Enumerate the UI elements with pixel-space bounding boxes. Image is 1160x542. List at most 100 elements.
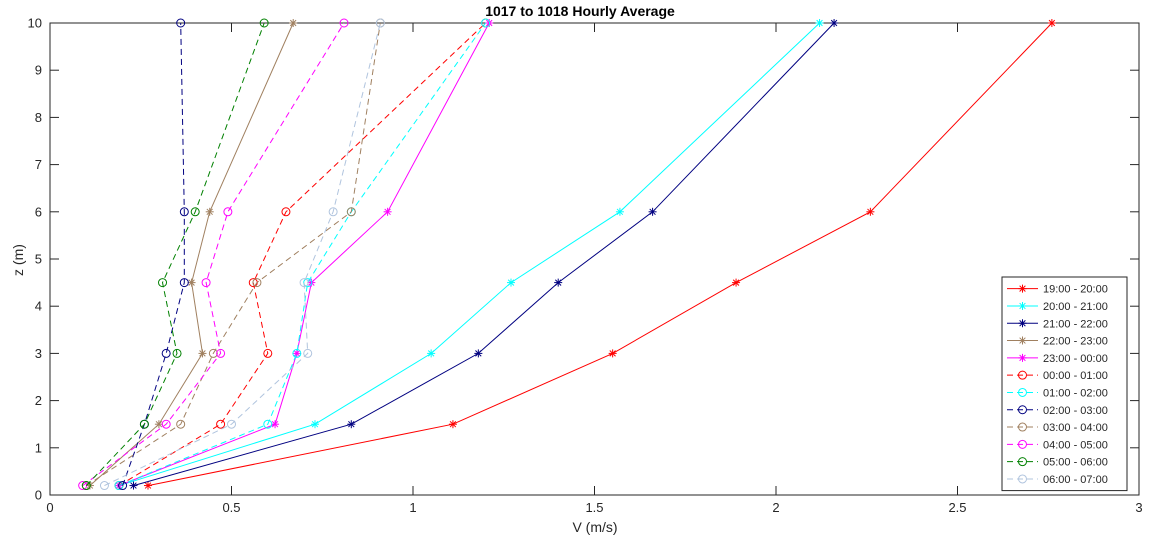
data-point <box>507 278 516 287</box>
data-point <box>375 18 385 28</box>
data-point <box>281 207 291 217</box>
series-4 <box>85 19 298 490</box>
series-1 <box>144 19 1056 490</box>
data-point <box>176 18 186 28</box>
data-point <box>1047 19 1056 27</box>
y-tick-label: 1 <box>35 440 42 455</box>
y-tick-label: 0 <box>35 488 42 503</box>
series-line <box>104 22 381 487</box>
legend-item: 01:00 - 02:00 <box>1007 387 1108 399</box>
legend-marker <box>1018 284 1027 293</box>
series-11 <box>81 18 269 491</box>
data-point <box>866 207 875 216</box>
x-tick-label: 1.5 <box>585 500 603 515</box>
data-point <box>216 419 226 429</box>
data-point <box>481 18 491 28</box>
y-tick-label: 2 <box>35 393 42 408</box>
data-point <box>732 278 741 287</box>
data-point <box>648 207 657 216</box>
legend-marker <box>1018 336 1027 345</box>
legend-marker <box>1018 301 1027 310</box>
series-2 <box>114 19 824 490</box>
data-point <box>161 348 171 358</box>
legend-item: 04:00 - 05:00 <box>1007 439 1108 451</box>
data-point <box>448 420 457 429</box>
series-line <box>118 22 820 487</box>
legend-item: 19:00 - 20:00 <box>1007 284 1108 296</box>
data-point <box>161 419 171 429</box>
series-10 <box>78 18 349 491</box>
series-line <box>122 22 185 486</box>
data-point <box>347 420 356 429</box>
series-line <box>118 22 490 487</box>
x-tick-label: 1 <box>409 500 416 515</box>
data-point <box>427 349 436 358</box>
legend-item: 00:00 - 01:00 <box>1007 370 1108 382</box>
legend-label: 04:00 - 05:00 <box>1043 439 1108 451</box>
legend-marker <box>1018 474 1027 484</box>
chart-title: 1017 to 1018 Hourly Average <box>485 3 675 19</box>
data-point <box>383 207 392 216</box>
data-point <box>299 278 309 288</box>
legend-item: 21:00 - 22:00 <box>1007 318 1108 330</box>
legend-label: 01:00 - 02:00 <box>1043 387 1108 399</box>
data-point <box>303 348 313 358</box>
legend-item: 23:00 - 00:00 <box>1007 353 1108 365</box>
data-point <box>474 349 483 358</box>
y-tick-label: 5 <box>35 252 42 267</box>
legend-label: 05:00 - 06:00 <box>1043 457 1108 469</box>
legend-label: 22:00 - 23:00 <box>1043 336 1108 348</box>
data-point <box>154 420 163 429</box>
legend-marker <box>1018 405 1027 415</box>
y-tick-label: 8 <box>35 110 42 125</box>
data-point <box>289 19 298 27</box>
data-point <box>99 481 109 491</box>
data-point <box>144 481 153 490</box>
data-point <box>190 207 200 217</box>
data-point <box>216 348 226 358</box>
legend-item: 03:00 - 04:00 <box>1007 422 1108 434</box>
legend-label: 21:00 - 22:00 <box>1043 318 1108 330</box>
data-point <box>179 207 189 217</box>
legend: 19:00 - 20:00 20:00 - 21:00 21:00 - 22:00 2… <box>1001 276 1128 492</box>
y-tick-label: 10 <box>28 16 42 31</box>
series-line <box>89 22 294 486</box>
y-tick-label: 9 <box>35 63 42 78</box>
legend-item: 02:00 - 03:00 <box>1007 405 1108 417</box>
data-point <box>263 348 273 358</box>
data-point <box>223 207 233 217</box>
legend-label: 23:00 - 00:00 <box>1043 353 1108 365</box>
legend-marker <box>1018 370 1027 380</box>
legend-marker <box>1018 387 1027 397</box>
series-line <box>133 22 835 487</box>
data-point <box>303 278 313 288</box>
data-point <box>615 207 624 216</box>
data-point <box>176 419 186 429</box>
data-point <box>263 419 273 429</box>
axes-box <box>49 22 1140 496</box>
data-point <box>129 481 138 490</box>
data-point <box>328 207 338 217</box>
data-point <box>81 481 91 491</box>
legend-item: 05:00 - 06:00 <box>1007 457 1108 469</box>
legend-label: 20:00 - 21:00 <box>1043 301 1108 313</box>
plot-area: 0 0.5 1 1.5 2 2.5 3 0 1 2 3 4 5 6 7 8 9 10 <box>28 16 1143 516</box>
legend-marker <box>1018 353 1027 362</box>
data-point <box>346 207 356 217</box>
data-point <box>259 18 269 28</box>
legend-label: 19:00 - 20:00 <box>1043 284 1108 296</box>
series-12 <box>99 18 385 491</box>
y-tick-label: 6 <box>35 204 42 219</box>
data-point <box>554 278 563 287</box>
data-point <box>158 278 168 288</box>
legend-box <box>1001 276 1128 492</box>
series-line <box>147 22 1053 487</box>
x-tick-label: 0.5 <box>222 500 240 515</box>
x-axis-title: V (m/s) <box>572 519 617 535</box>
data-point <box>608 349 617 358</box>
data-point <box>252 278 262 288</box>
data-point <box>172 348 182 358</box>
data-point <box>339 18 349 28</box>
data-point <box>201 278 211 288</box>
y-tick-label: 4 <box>35 299 42 314</box>
